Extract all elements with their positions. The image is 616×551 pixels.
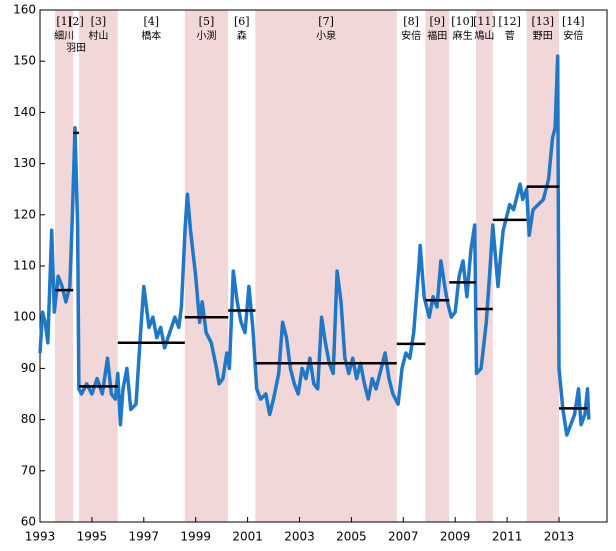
period-shade xyxy=(425,10,450,522)
period-name: 福田 xyxy=(427,29,447,42)
x-tick-label: 2011 xyxy=(492,530,523,544)
y-tick-label: 80 xyxy=(21,412,36,426)
period-index: [12] xyxy=(498,15,521,28)
period-index: [2] xyxy=(68,15,84,28)
period-index: [6] xyxy=(234,15,250,28)
y-tick-label: 90 xyxy=(21,361,36,375)
period-name: 村山 xyxy=(88,29,108,42)
period-name: 橋本 xyxy=(141,29,161,42)
period-shade xyxy=(526,10,559,522)
x-tick-label: 1997 xyxy=(129,530,160,544)
y-tick-label: 140 xyxy=(13,105,36,119)
period-index: [4] xyxy=(144,15,160,28)
x-tick-label: 2013 xyxy=(544,530,575,544)
period-shade xyxy=(184,10,229,522)
x-tick-label: 1995 xyxy=(77,530,108,544)
y-tick-label: 70 xyxy=(21,463,36,477)
period-index: [3] xyxy=(91,15,107,28)
period-name: 野田 xyxy=(533,30,553,42)
period-index: [14] xyxy=(562,15,585,28)
y-tick-label: 160 xyxy=(13,3,36,17)
y-tick-label: 120 xyxy=(13,207,36,221)
period-name: 細川 xyxy=(54,29,74,42)
period-shade xyxy=(255,10,397,522)
period-index: [13] xyxy=(531,15,554,28)
period-index: [11] xyxy=(473,15,496,28)
period-name: 菅 xyxy=(505,30,515,42)
x-tick-label: 1999 xyxy=(180,530,211,544)
y-tick-label: 110 xyxy=(13,259,36,273)
period-index: [1] xyxy=(56,15,72,28)
period-name: 安倍 xyxy=(401,29,421,42)
x-tick-label: 1993 xyxy=(25,530,56,544)
period-name: 羽田 xyxy=(66,42,86,54)
period-name: 小渕 xyxy=(196,29,216,42)
period-shade xyxy=(78,10,118,522)
period-name: 麻生 xyxy=(453,29,473,42)
x-tick-label: 2003 xyxy=(284,530,315,544)
x-tick-label: 2007 xyxy=(388,530,419,544)
period-shade xyxy=(55,10,74,522)
x-tick-label: 2009 xyxy=(440,530,471,544)
data-line xyxy=(38,54,591,437)
y-tick-label: 150 xyxy=(13,54,36,68)
y-tick-label: 100 xyxy=(13,310,36,324)
period-index: [9] xyxy=(429,15,445,28)
period-shade xyxy=(475,10,493,522)
period-name: 安倍 xyxy=(563,29,583,42)
period-index: [5] xyxy=(199,15,215,28)
y-tick-label: 60 xyxy=(21,515,36,529)
period-index: [7] xyxy=(318,15,334,28)
x-tick-label: 2001 xyxy=(232,530,263,544)
period-name: 小泉 xyxy=(316,29,336,42)
period-index: [10] xyxy=(451,15,474,28)
period-name: 鳩山 xyxy=(474,29,494,42)
period-index: [8] xyxy=(403,15,419,28)
y-tick-label: 130 xyxy=(13,156,36,170)
period-name: 森 xyxy=(237,29,247,42)
x-tick-label: 2005 xyxy=(336,530,367,544)
